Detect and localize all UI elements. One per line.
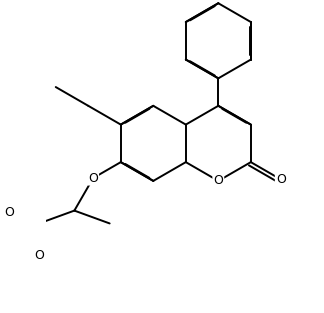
Text: O: O [214,174,223,187]
Text: O: O [4,206,14,219]
Text: O: O [276,173,286,186]
Text: O: O [34,249,44,262]
Text: O: O [88,172,98,185]
